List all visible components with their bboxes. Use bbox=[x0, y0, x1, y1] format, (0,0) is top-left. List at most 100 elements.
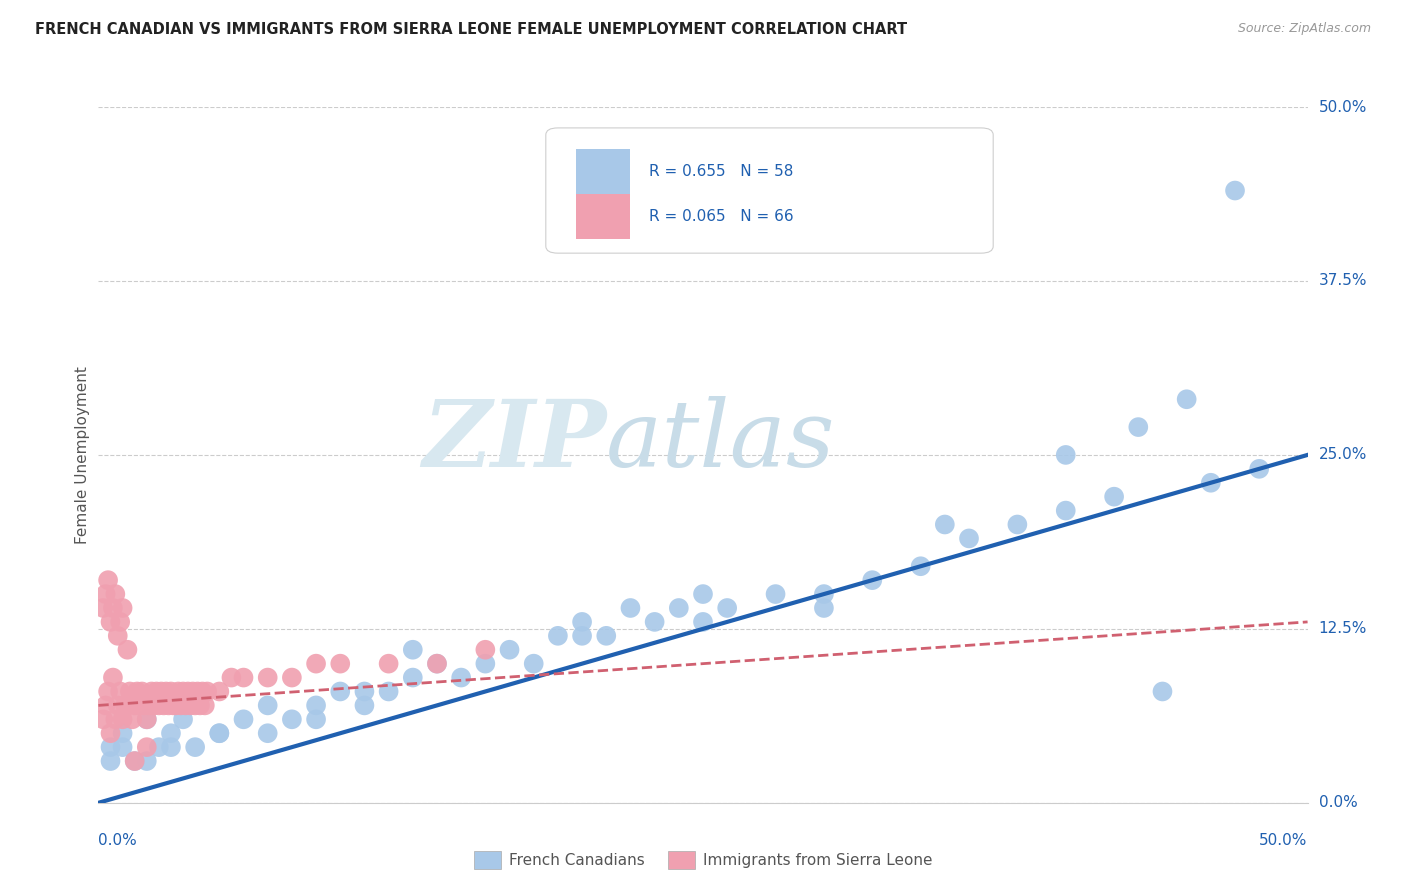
Text: 37.5%: 37.5% bbox=[1319, 274, 1367, 288]
Point bbox=[329, 684, 352, 698]
Point bbox=[101, 671, 124, 685]
Point bbox=[305, 698, 328, 713]
Point bbox=[619, 601, 641, 615]
Point bbox=[208, 726, 231, 740]
Point bbox=[1128, 420, 1150, 434]
Point bbox=[117, 642, 139, 657]
Point bbox=[148, 740, 170, 755]
Text: 25.0%: 25.0% bbox=[1319, 448, 1367, 462]
Point bbox=[1249, 462, 1271, 476]
Point bbox=[157, 698, 180, 713]
Point bbox=[1223, 184, 1246, 198]
Text: 50.0%: 50.0% bbox=[1260, 833, 1308, 848]
Point bbox=[644, 615, 666, 629]
Point bbox=[97, 684, 120, 698]
Point bbox=[194, 698, 217, 713]
Point bbox=[474, 642, 496, 657]
Point bbox=[232, 712, 254, 726]
Point bbox=[934, 517, 956, 532]
Point bbox=[1054, 503, 1077, 517]
Point bbox=[131, 684, 153, 698]
Point bbox=[94, 698, 117, 713]
Point bbox=[135, 712, 157, 726]
Point bbox=[523, 657, 546, 671]
Point bbox=[108, 615, 131, 629]
Point bbox=[353, 684, 375, 698]
Point bbox=[100, 615, 122, 629]
Point bbox=[134, 698, 156, 713]
Point bbox=[692, 587, 714, 601]
Point bbox=[813, 587, 835, 601]
Point bbox=[124, 698, 146, 713]
Point bbox=[100, 740, 122, 755]
Point bbox=[377, 657, 399, 671]
Point bbox=[174, 698, 197, 713]
Point bbox=[450, 671, 472, 685]
Point bbox=[91, 601, 114, 615]
Point bbox=[135, 754, 157, 768]
Point bbox=[1152, 684, 1174, 698]
Point bbox=[813, 601, 835, 615]
Point bbox=[162, 698, 184, 713]
Text: 50.0%: 50.0% bbox=[1319, 100, 1367, 114]
FancyBboxPatch shape bbox=[576, 194, 630, 239]
Point bbox=[1102, 490, 1125, 504]
Point bbox=[111, 712, 134, 726]
Point bbox=[177, 684, 200, 698]
Point bbox=[107, 629, 129, 643]
Text: 12.5%: 12.5% bbox=[1319, 622, 1367, 636]
Point bbox=[135, 740, 157, 755]
Point bbox=[305, 657, 328, 671]
Point bbox=[221, 671, 243, 685]
Point bbox=[128, 698, 150, 713]
Point bbox=[111, 740, 134, 755]
Point bbox=[1199, 475, 1222, 490]
Point bbox=[135, 712, 157, 726]
Point bbox=[187, 684, 209, 698]
Text: 0.0%: 0.0% bbox=[98, 833, 138, 848]
Point bbox=[256, 698, 278, 713]
Point bbox=[108, 684, 131, 698]
Point bbox=[107, 698, 129, 713]
Point bbox=[124, 754, 146, 768]
Point bbox=[167, 684, 190, 698]
Point bbox=[179, 698, 201, 713]
Point bbox=[191, 684, 214, 698]
Point bbox=[94, 587, 117, 601]
Point bbox=[571, 629, 593, 643]
Point bbox=[692, 615, 714, 629]
Point bbox=[595, 629, 617, 643]
Point bbox=[1007, 517, 1029, 532]
Point bbox=[160, 740, 183, 755]
Point bbox=[281, 671, 304, 685]
Point bbox=[141, 684, 163, 698]
Point bbox=[111, 601, 134, 615]
Point bbox=[160, 684, 183, 698]
Point bbox=[127, 684, 149, 698]
Point bbox=[148, 698, 170, 713]
Point bbox=[100, 726, 122, 740]
Point bbox=[426, 657, 449, 671]
Point bbox=[172, 684, 194, 698]
Point bbox=[426, 657, 449, 671]
Point bbox=[353, 698, 375, 713]
Point bbox=[1175, 392, 1198, 407]
Point bbox=[152, 698, 174, 713]
Point bbox=[101, 601, 124, 615]
Point bbox=[860, 573, 883, 587]
Point bbox=[232, 671, 254, 685]
Point bbox=[910, 559, 932, 574]
Point bbox=[145, 684, 167, 698]
Point bbox=[1054, 448, 1077, 462]
Point bbox=[305, 712, 328, 726]
Point bbox=[716, 601, 738, 615]
Point bbox=[377, 684, 399, 698]
Point bbox=[155, 684, 177, 698]
Point bbox=[474, 657, 496, 671]
FancyBboxPatch shape bbox=[576, 149, 630, 194]
Point bbox=[256, 671, 278, 685]
Text: FRENCH CANADIAN VS IMMIGRANTS FROM SIERRA LEONE FEMALE UNEMPLOYMENT CORRELATION : FRENCH CANADIAN VS IMMIGRANTS FROM SIERR… bbox=[35, 22, 907, 37]
Point bbox=[172, 712, 194, 726]
Point bbox=[184, 698, 207, 713]
Point bbox=[121, 712, 143, 726]
